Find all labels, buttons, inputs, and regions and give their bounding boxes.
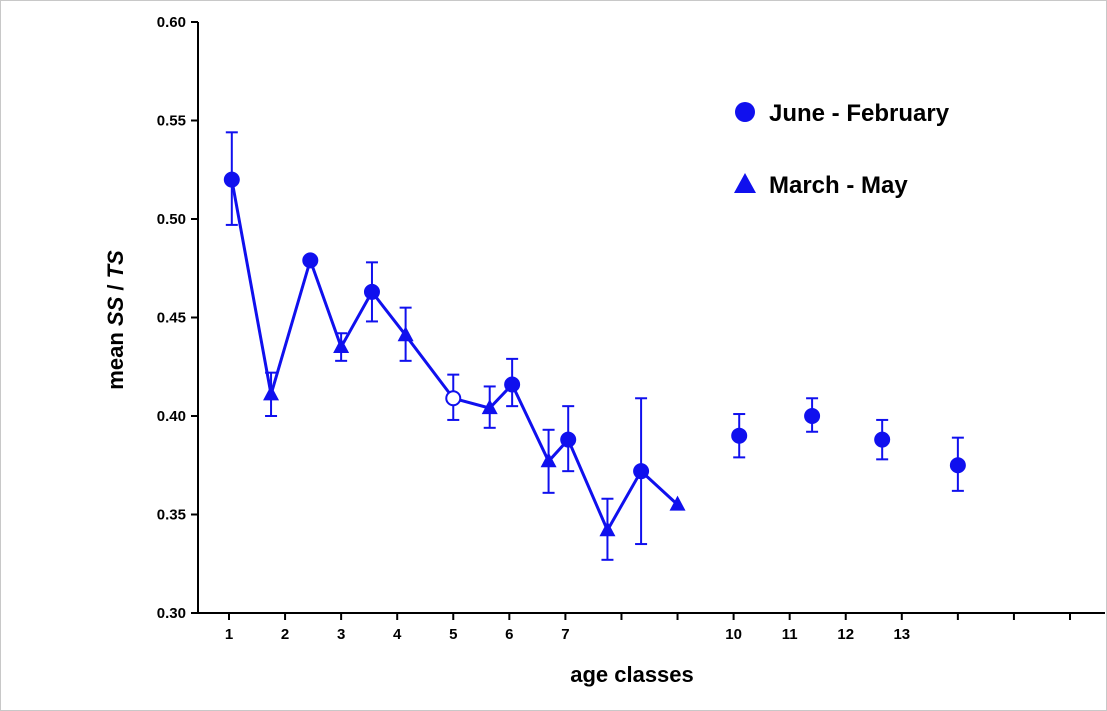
data-point-circle [874,431,891,448]
axes-layer: 0.300.350.400.450.500.550.601 2 3 4 5 6 7 10 11 1… [157,14,1105,643]
x-axis-title: age classes [570,662,694,687]
legend: June - February March - May [734,100,950,199]
y-tick-label: 0.40 [157,408,186,425]
legend-triangle-marker [734,173,756,193]
data-point-circle [731,427,748,444]
connecting-line-layer [230,179,679,532]
data-point-circle [633,463,650,480]
data-point-triangle [333,338,350,354]
data-point-triangle [481,399,498,415]
data-point-triangle [599,521,616,537]
series-connecting-line [230,179,679,532]
x-tick-label: 1 [225,626,233,643]
data-point-circle-hollow [445,390,462,407]
data-point-circle [504,376,521,393]
data-point-triangle [540,452,557,468]
x-tick-label: 11 [782,626,798,643]
data-point-circle [560,431,577,448]
x-tick-label: 6 [505,626,513,643]
data-point-triangle [397,326,414,342]
y-tick-label: 0.55 [157,113,186,130]
y-tick-label: 0.35 [157,507,186,524]
x-tick-label: 13 [893,626,910,643]
data-point-circle [804,408,821,424]
x-tick-label: 5 [449,626,457,643]
x-tick-label: 4 [393,626,402,643]
data-point-triangle [263,385,280,401]
data-point-circle [363,283,380,300]
legend-label-march-may: March - May [769,172,908,199]
y-tick-label: 0.30 [157,605,186,622]
data-point-circle [223,171,240,188]
y-tick-label: 0.50 [157,211,186,228]
y-tick-label: 0.45 [157,310,186,327]
legend-circle-marker [735,102,755,122]
x-tick-label: 2 [281,626,289,643]
data-point-circle [949,457,966,474]
x-tick-label: 10 [725,626,742,643]
x-tick-label: 3 [337,626,345,643]
x-tick-label: 7 [561,626,569,643]
y-axis-title: mean SS / TS [103,250,128,390]
data-point-circle [302,252,319,269]
y-tick-label: 0.60 [157,14,186,31]
marker-layer [223,171,966,537]
x-tick-label: 12 [837,626,854,643]
data-point-triangle [669,495,686,511]
legend-label-june-february: June - February [769,100,950,127]
